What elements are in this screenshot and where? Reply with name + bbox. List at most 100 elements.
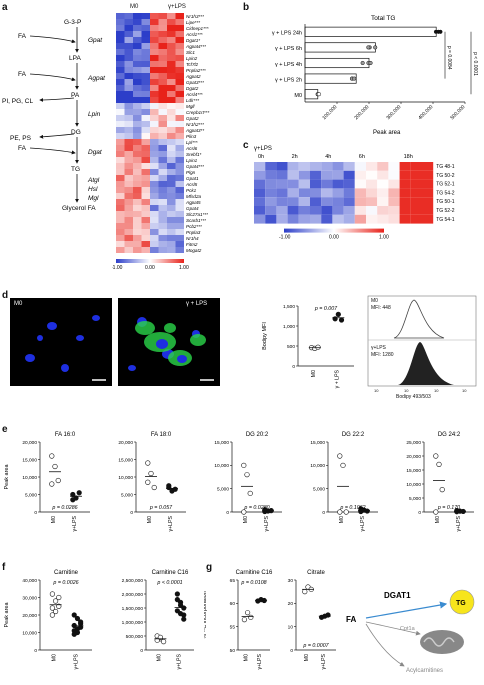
heatmap-cell bbox=[167, 31, 176, 37]
data-point bbox=[340, 462, 346, 468]
data-point bbox=[366, 45, 371, 50]
gene-label: Gpat1 bbox=[186, 176, 199, 181]
gene-expression-heatmap: Nr1h3***Lipe***Cidnep1***Acsl1***Dgat1*A… bbox=[112, 13, 209, 271]
heatmap-cell bbox=[388, 170, 400, 180]
fa-dg-plot: DG 20:2 0 5,000 10,000 15,000 M0 γ+LPS p = 0.02… bbox=[214, 432, 282, 531]
heatmap-cell bbox=[133, 145, 142, 151]
heatmap-cell bbox=[116, 241, 125, 247]
data-point bbox=[52, 608, 59, 615]
panel-c-label: c bbox=[243, 140, 249, 151]
heatmap-cell bbox=[377, 179, 389, 189]
heatmap-cell bbox=[175, 229, 184, 235]
heatmap-cell bbox=[150, 193, 159, 199]
panel-e-label: e bbox=[2, 424, 8, 435]
flow-lps-label: γ+LPS bbox=[371, 345, 386, 351]
heatmap-cell bbox=[158, 181, 167, 187]
p-value: p = 0.0026 bbox=[52, 580, 78, 586]
heatmap-cell bbox=[124, 85, 133, 91]
y-tick-label: 15,000 bbox=[214, 440, 229, 446]
heatmap-cell bbox=[167, 13, 176, 19]
data-point bbox=[181, 616, 187, 622]
data-point bbox=[49, 612, 56, 618]
heatmap-cell bbox=[150, 127, 159, 133]
y-tick-label: 30 bbox=[288, 578, 294, 584]
heatmap-cell bbox=[124, 241, 133, 247]
gene-label: Acsl5 bbox=[185, 182, 198, 187]
heatmap-cell bbox=[141, 25, 150, 31]
category-label: γ + LPS 2h bbox=[275, 77, 302, 83]
p-value: p = 0.007 bbox=[314, 306, 338, 312]
gene-label: Nr1h3*** bbox=[186, 14, 204, 19]
colorbar-tick: 0.00 bbox=[329, 235, 339, 241]
tg-row-label: TG 50-2 bbox=[436, 173, 455, 179]
heatmap-cell bbox=[167, 133, 176, 139]
data-point bbox=[373, 45, 378, 50]
heatmap-cell bbox=[150, 91, 159, 97]
heatmap-cell bbox=[133, 73, 142, 79]
gene-label: Nr1h4 bbox=[186, 236, 199, 241]
category-label: γ+LPS bbox=[168, 515, 174, 531]
heatmap-cell bbox=[133, 151, 142, 157]
category-label: M0 bbox=[51, 516, 57, 523]
y-tick-label: 50 bbox=[230, 648, 236, 654]
heatmap-cell bbox=[287, 188, 299, 198]
heatmap-cell bbox=[150, 157, 159, 163]
heatmap-cell bbox=[116, 187, 125, 193]
y-tick-label: 10,000 bbox=[310, 463, 325, 469]
heatmap-cell bbox=[167, 79, 176, 85]
heatmap-cell bbox=[175, 127, 184, 133]
p-value: p = 0.0280 bbox=[243, 505, 269, 511]
timepoint-label: 18h bbox=[404, 154, 413, 160]
heatmap-cell bbox=[321, 214, 333, 224]
tg-row-label: TG 54-1 bbox=[436, 217, 455, 223]
gene-label: Srebf1* bbox=[186, 152, 202, 157]
heatmap-cell bbox=[410, 214, 422, 224]
heatmap-cell bbox=[141, 37, 150, 43]
heatmap-cell bbox=[287, 170, 299, 180]
plot-title: Carnitine C16 bbox=[236, 570, 273, 576]
flow-xlabel: Bodipy 493/503 bbox=[396, 394, 431, 400]
data-point bbox=[360, 60, 365, 66]
heatmap-cell bbox=[175, 49, 184, 55]
heatmap-cell bbox=[116, 145, 125, 151]
data-point bbox=[433, 509, 439, 515]
data-point bbox=[338, 317, 345, 323]
timepoint-label: 2h bbox=[292, 154, 298, 160]
heatmap-cell bbox=[422, 214, 434, 224]
heatmap-cell bbox=[167, 121, 176, 127]
heatmap-cell bbox=[366, 197, 378, 206]
gene-label: Mogat2 bbox=[186, 248, 202, 253]
heatmap-cell bbox=[133, 79, 142, 85]
category-label: γ + LPS 6h bbox=[275, 46, 302, 52]
heatmap-cell bbox=[254, 162, 266, 171]
heatmap-cell bbox=[167, 115, 176, 121]
heatmap-cell bbox=[175, 211, 184, 217]
category-label: M0 bbox=[294, 93, 302, 99]
heatmap-cell bbox=[124, 121, 133, 127]
data-point bbox=[454, 509, 460, 515]
heatmap-cell bbox=[410, 197, 422, 206]
data-point bbox=[439, 486, 445, 493]
category-label: M0 bbox=[243, 516, 249, 523]
heatmap-cell bbox=[150, 181, 159, 187]
heatmap-cell bbox=[124, 187, 133, 193]
heatmap-cell bbox=[116, 79, 125, 85]
heatmap-cell bbox=[133, 193, 142, 199]
node-tg: TG bbox=[71, 166, 80, 173]
y-tick-label: 0 bbox=[292, 364, 295, 370]
heatmap-cell bbox=[332, 179, 344, 189]
data-point bbox=[160, 638, 167, 645]
panel-b-label: b bbox=[243, 2, 250, 13]
heatmap-cell bbox=[150, 109, 159, 115]
gene-label: Lpin1 bbox=[186, 158, 198, 163]
heatmap-cell bbox=[287, 214, 299, 224]
heatmap-cell bbox=[116, 121, 125, 127]
heatmap-cell bbox=[167, 91, 176, 97]
heatmap-cell bbox=[399, 214, 411, 224]
gene-label: Crepb1rt*** bbox=[186, 110, 209, 115]
heatmap-cell bbox=[175, 223, 184, 229]
data-point bbox=[315, 344, 321, 350]
heatmap-cell bbox=[133, 229, 142, 235]
heatmap-cell bbox=[141, 85, 150, 91]
gene-label: Slc27a1*** bbox=[186, 212, 208, 217]
